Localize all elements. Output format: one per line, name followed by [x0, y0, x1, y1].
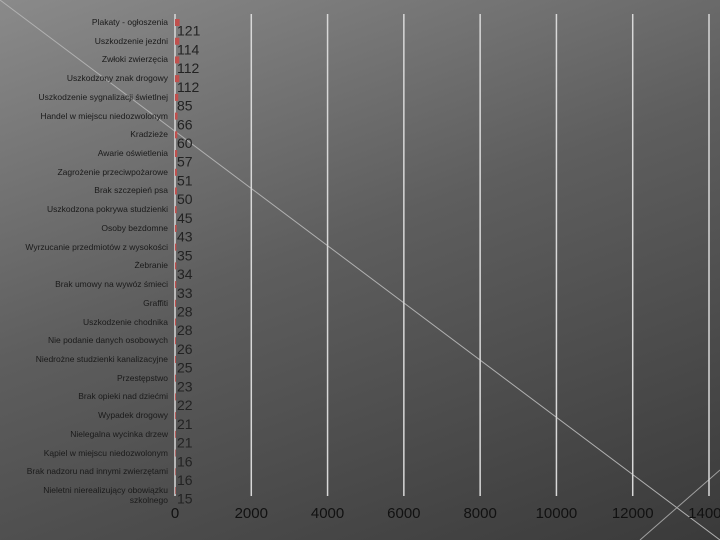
y-tick-label: Uszkodzona pokrywa studzienki	[47, 204, 168, 215]
bar	[175, 393, 176, 401]
y-tick-label: Uszkodzenie sygnalizacji świetlnej	[38, 91, 168, 102]
value-label: 45	[177, 210, 193, 226]
y-tick-label: Plakaty - ogłoszenia	[91, 17, 168, 27]
value-label: 21	[177, 435, 193, 451]
bar	[175, 281, 177, 289]
bar	[175, 56, 180, 64]
y-tick-label: Nie podanie danych osobowych	[47, 335, 168, 346]
y-tick-label: Przestępstwo	[116, 372, 168, 383]
bar	[175, 374, 176, 382]
y-tick-label: Osoby bezdomne	[101, 222, 168, 233]
y-tick-label: Zwłoki zwierzęcia	[101, 54, 168, 65]
y-tick-label: Uszkodzony znak drogowy	[66, 73, 168, 84]
y-tick-label: Nieletni nierealizujący obowiązku szkoln…	[43, 485, 168, 505]
x-tick-label: 8000	[463, 505, 496, 522]
x-tick-label: 10000	[536, 505, 578, 522]
x-tick-label: 14000	[688, 505, 720, 522]
y-tick-label: Brak opieki nad dziećmi	[78, 391, 168, 402]
bar	[175, 318, 177, 326]
y-tick-label: Zagrożenie przeciwpożarowe	[57, 166, 168, 177]
value-label: 16	[177, 453, 193, 469]
y-tick-label: Handel w miejscu niedozwolonym	[40, 110, 168, 121]
x-tick-label: 0	[171, 505, 179, 522]
value-label: 66	[177, 116, 193, 132]
bar	[175, 468, 176, 476]
value-label: 26	[177, 341, 193, 357]
y-tick-label: Nielegalna wycinka drzew	[70, 428, 168, 439]
value-label: 43	[177, 229, 193, 245]
y-tick-label: Kąpiel w miejscu niedozwolonym	[43, 447, 168, 458]
y-tick-label: Niedrożne studzienki kanalizacyjne	[35, 353, 168, 364]
value-label: 23	[177, 378, 193, 394]
bar	[175, 131, 178, 139]
value-label: 22	[177, 397, 193, 413]
bar	[175, 449, 176, 457]
y-tick-label: Brak nadzoru nad innymi zwierzętami	[26, 466, 168, 477]
value-label: 60	[177, 135, 193, 151]
value-label: 16	[177, 472, 193, 488]
value-label: 28	[177, 304, 193, 320]
bar	[175, 299, 177, 307]
bar	[175, 206, 177, 214]
bar	[175, 355, 176, 363]
bar	[175, 75, 180, 83]
x-tick-label: 4000	[311, 505, 344, 522]
y-tick-label: Brak umowy na wywóz śmieci	[55, 279, 168, 290]
value-label: 121	[177, 23, 201, 39]
y-tick-label: Uszkodzenie jezdni	[94, 35, 168, 46]
y-tick-label: Graffiti	[143, 297, 168, 308]
bar	[175, 168, 177, 176]
y-tick-label: Kradzieże	[130, 129, 168, 140]
y-tick-label: Wypadek drogowy	[98, 410, 168, 421]
value-label: 114	[177, 41, 200, 57]
x-tick-label: 2000	[235, 505, 268, 522]
bar	[175, 150, 178, 158]
bar	[175, 430, 176, 438]
bar	[175, 19, 180, 26]
value-label: 85	[177, 98, 193, 114]
y-tick-label: Żebranie	[134, 260, 168, 271]
value-label: 25	[177, 360, 193, 376]
value-label: 112	[177, 60, 200, 76]
bar	[175, 337, 176, 345]
bar	[175, 187, 177, 195]
x-tick-label: 6000	[387, 505, 420, 522]
value-label: 51	[177, 172, 193, 188]
y-tick-label: Wyrzucanie przedmiotów z wysokości	[25, 241, 168, 252]
bar	[175, 93, 179, 101]
value-label: 28	[177, 322, 193, 338]
value-label: 35	[177, 247, 193, 263]
y-tick-label: Awarie oświetlenia	[97, 148, 168, 159]
value-label: 57	[177, 154, 193, 170]
bar	[175, 112, 178, 120]
y-tick-label: Uszkodzenie chodnika	[82, 316, 168, 327]
value-label: 34	[177, 266, 193, 282]
value-label: 15	[177, 491, 193, 507]
value-label: 50	[177, 191, 193, 207]
y-tick-label: Brak szczepień psa	[94, 185, 168, 196]
bar	[175, 487, 176, 494]
bar	[175, 243, 177, 251]
bar	[175, 412, 176, 420]
value-label: 21	[177, 416, 193, 432]
bar	[175, 224, 177, 232]
x-tick-label: 12000	[612, 505, 654, 522]
bar	[175, 262, 177, 270]
value-label: 33	[177, 285, 193, 301]
value-label: 112	[177, 79, 200, 95]
bar	[175, 37, 180, 45]
decor-line	[639, 469, 720, 540]
